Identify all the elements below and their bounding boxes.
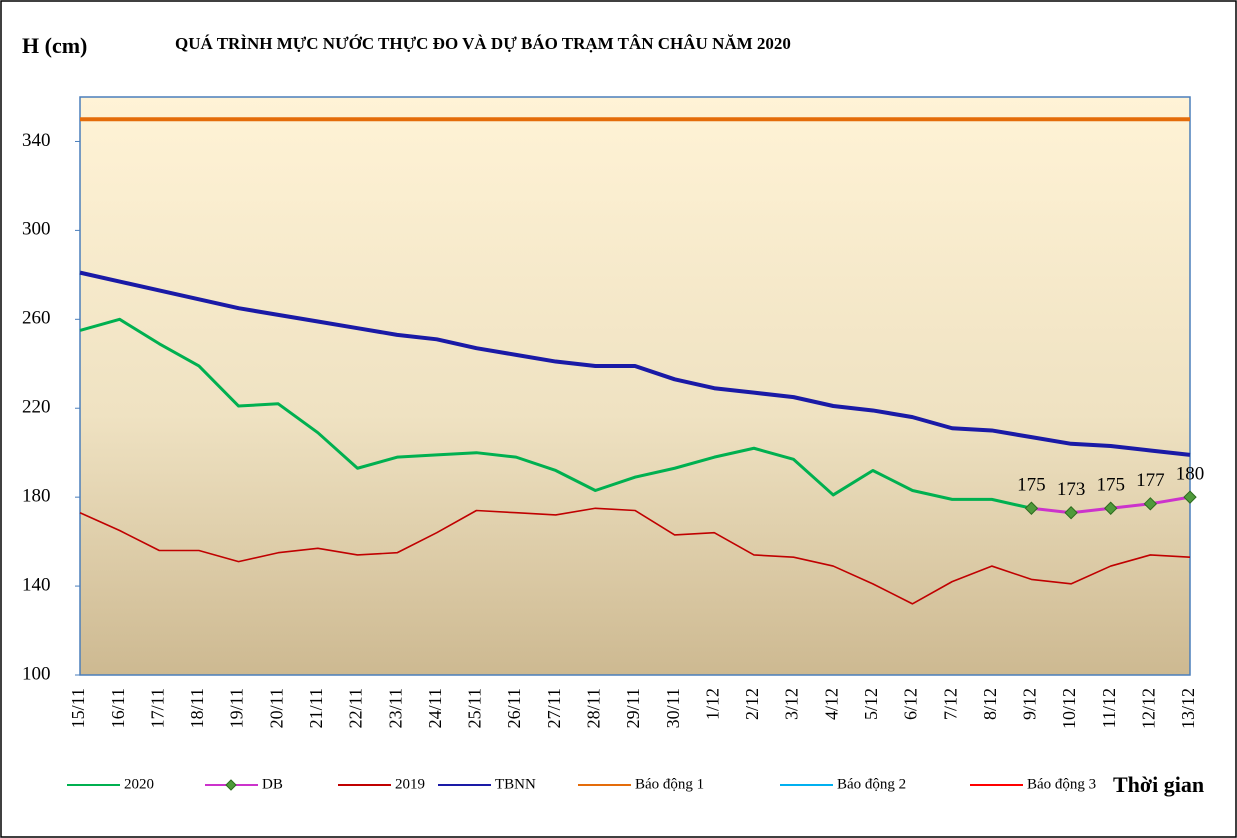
data-label: 177: [1136, 470, 1165, 491]
point-marker: [1024, 501, 1039, 515]
point-marker: [1064, 506, 1078, 520]
x-tick-label: 6/12: [901, 688, 921, 720]
y-tick-label: 220: [22, 397, 51, 418]
data-label: 173: [1057, 479, 1086, 500]
legend-label: Báo động 3: [1027, 776, 1096, 792]
point-marker: [1183, 490, 1197, 504]
data-label: 175: [1096, 475, 1125, 496]
x-tick-label: 16/11: [108, 688, 128, 728]
chart-title: QUÁ TRÌNH MỰC NƯỚC THỰC ĐO VÀ DỰ BÁO TRẠ…: [175, 34, 791, 53]
x-tick-label: 30/11: [663, 688, 683, 728]
x-tick-label: 12/12: [1138, 688, 1158, 729]
legend-label: DB: [262, 776, 283, 792]
series-line: [79, 317, 1032, 510]
x-tick-label: 7/12: [940, 688, 960, 720]
x-tick-label: 10/12: [1059, 688, 1079, 729]
y-tick-label: 300: [22, 219, 51, 240]
point-marker: [1104, 501, 1118, 515]
series-line: [79, 270, 1191, 457]
x-tick-label: 28/11: [583, 688, 603, 728]
x-tick-label: 9/12: [1020, 688, 1040, 720]
x-tick-label: 3/12: [782, 688, 802, 720]
x-tick-label: 15/11: [68, 688, 88, 728]
x-tick-label: 13/12: [1178, 688, 1198, 729]
legend-label: Báo động 2: [837, 776, 906, 792]
y-tick-label: 140: [22, 574, 51, 595]
x-tick-label: 18/11: [187, 688, 207, 728]
x-axis-label: Thời gian: [1113, 772, 1204, 797]
legend-marker: [225, 779, 237, 791]
y-tick-label: 100: [22, 663, 51, 684]
x-tick-label: 2/12: [742, 688, 762, 720]
x-tick-label: 29/11: [623, 688, 643, 728]
x-tick-label: 25/11: [465, 688, 485, 728]
data-label: 180: [1176, 464, 1205, 485]
data-label: 175: [1017, 475, 1046, 496]
y-tick-label: 180: [22, 486, 51, 507]
x-tick-label: 11/12: [1099, 688, 1119, 728]
x-tick-label: 21/11: [306, 688, 326, 728]
y-tick-label: 340: [22, 130, 51, 151]
x-tick-label: 8/12: [980, 688, 1000, 720]
y-tick-label: 260: [22, 308, 51, 329]
point-marker: [1143, 497, 1158, 511]
x-tick-label: 17/11: [147, 688, 167, 728]
legend-label: 2020: [124, 776, 154, 792]
legend-label: 2019: [395, 776, 425, 792]
x-tick-label: 24/11: [425, 688, 445, 728]
x-tick-label: 22/11: [346, 688, 366, 728]
legend-label: TBNN: [495, 776, 536, 792]
legend-label: Báo động 1: [635, 776, 704, 792]
x-tick-label: 27/11: [544, 688, 564, 728]
y-axis-label: H (cm): [22, 33, 87, 58]
x-tick-label: 20/11: [266, 688, 286, 728]
x-tick-label: 19/11: [227, 688, 247, 728]
x-tick-label: 4/12: [821, 688, 841, 720]
x-tick-label: 1/12: [702, 688, 722, 720]
x-tick-label: 26/11: [504, 688, 524, 728]
series-line: [79, 507, 1191, 605]
plot-area: [79, 96, 1191, 676]
x-tick-label: 23/11: [385, 688, 405, 728]
x-tick-label: 5/12: [861, 688, 881, 720]
